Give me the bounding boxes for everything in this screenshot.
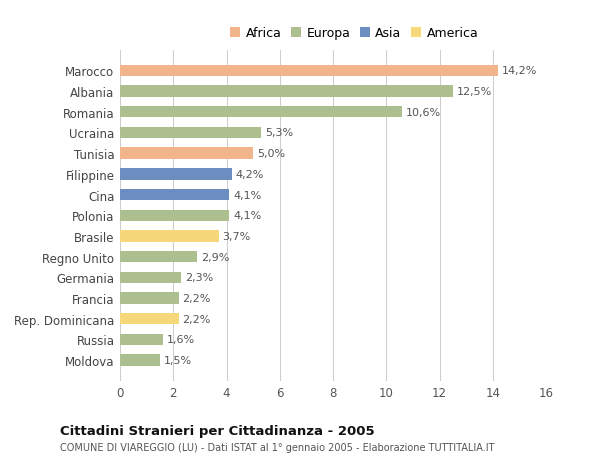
Text: 14,2%: 14,2%: [502, 66, 538, 76]
Text: 10,6%: 10,6%: [406, 107, 442, 118]
Bar: [120, 313, 179, 325]
Bar: [120, 272, 181, 283]
Text: 5,3%: 5,3%: [265, 128, 293, 138]
Bar: [120, 355, 160, 366]
Bar: [120, 66, 498, 77]
Bar: [120, 148, 253, 159]
Text: Cittadini Stranieri per Cittadinanza - 2005: Cittadini Stranieri per Cittadinanza - 2…: [60, 425, 374, 437]
Bar: [120, 334, 163, 345]
Text: COMUNE DI VIAREGGIO (LU) - Dati ISTAT al 1° gennaio 2005 - Elaborazione TUTTITAL: COMUNE DI VIAREGGIO (LU) - Dati ISTAT al…: [60, 442, 494, 452]
Legend: Africa, Europa, Asia, America: Africa, Europa, Asia, America: [227, 24, 482, 44]
Bar: [120, 190, 229, 201]
Text: 3,7%: 3,7%: [223, 231, 251, 241]
Text: 4,2%: 4,2%: [236, 169, 264, 179]
Bar: [120, 107, 402, 118]
Text: 2,2%: 2,2%: [182, 314, 211, 324]
Text: 12,5%: 12,5%: [457, 87, 492, 97]
Bar: [120, 86, 453, 97]
Bar: [120, 293, 179, 304]
Bar: [120, 128, 261, 139]
Bar: [120, 252, 197, 263]
Bar: [120, 210, 229, 221]
Text: 2,9%: 2,9%: [201, 252, 230, 262]
Bar: [120, 231, 218, 242]
Bar: [120, 169, 232, 180]
Text: 4,1%: 4,1%: [233, 211, 262, 221]
Text: 2,2%: 2,2%: [182, 293, 211, 303]
Text: 1,6%: 1,6%: [167, 335, 195, 345]
Text: 2,3%: 2,3%: [185, 273, 214, 283]
Text: 4,1%: 4,1%: [233, 190, 262, 200]
Text: 1,5%: 1,5%: [164, 355, 192, 365]
Text: 5,0%: 5,0%: [257, 149, 285, 159]
